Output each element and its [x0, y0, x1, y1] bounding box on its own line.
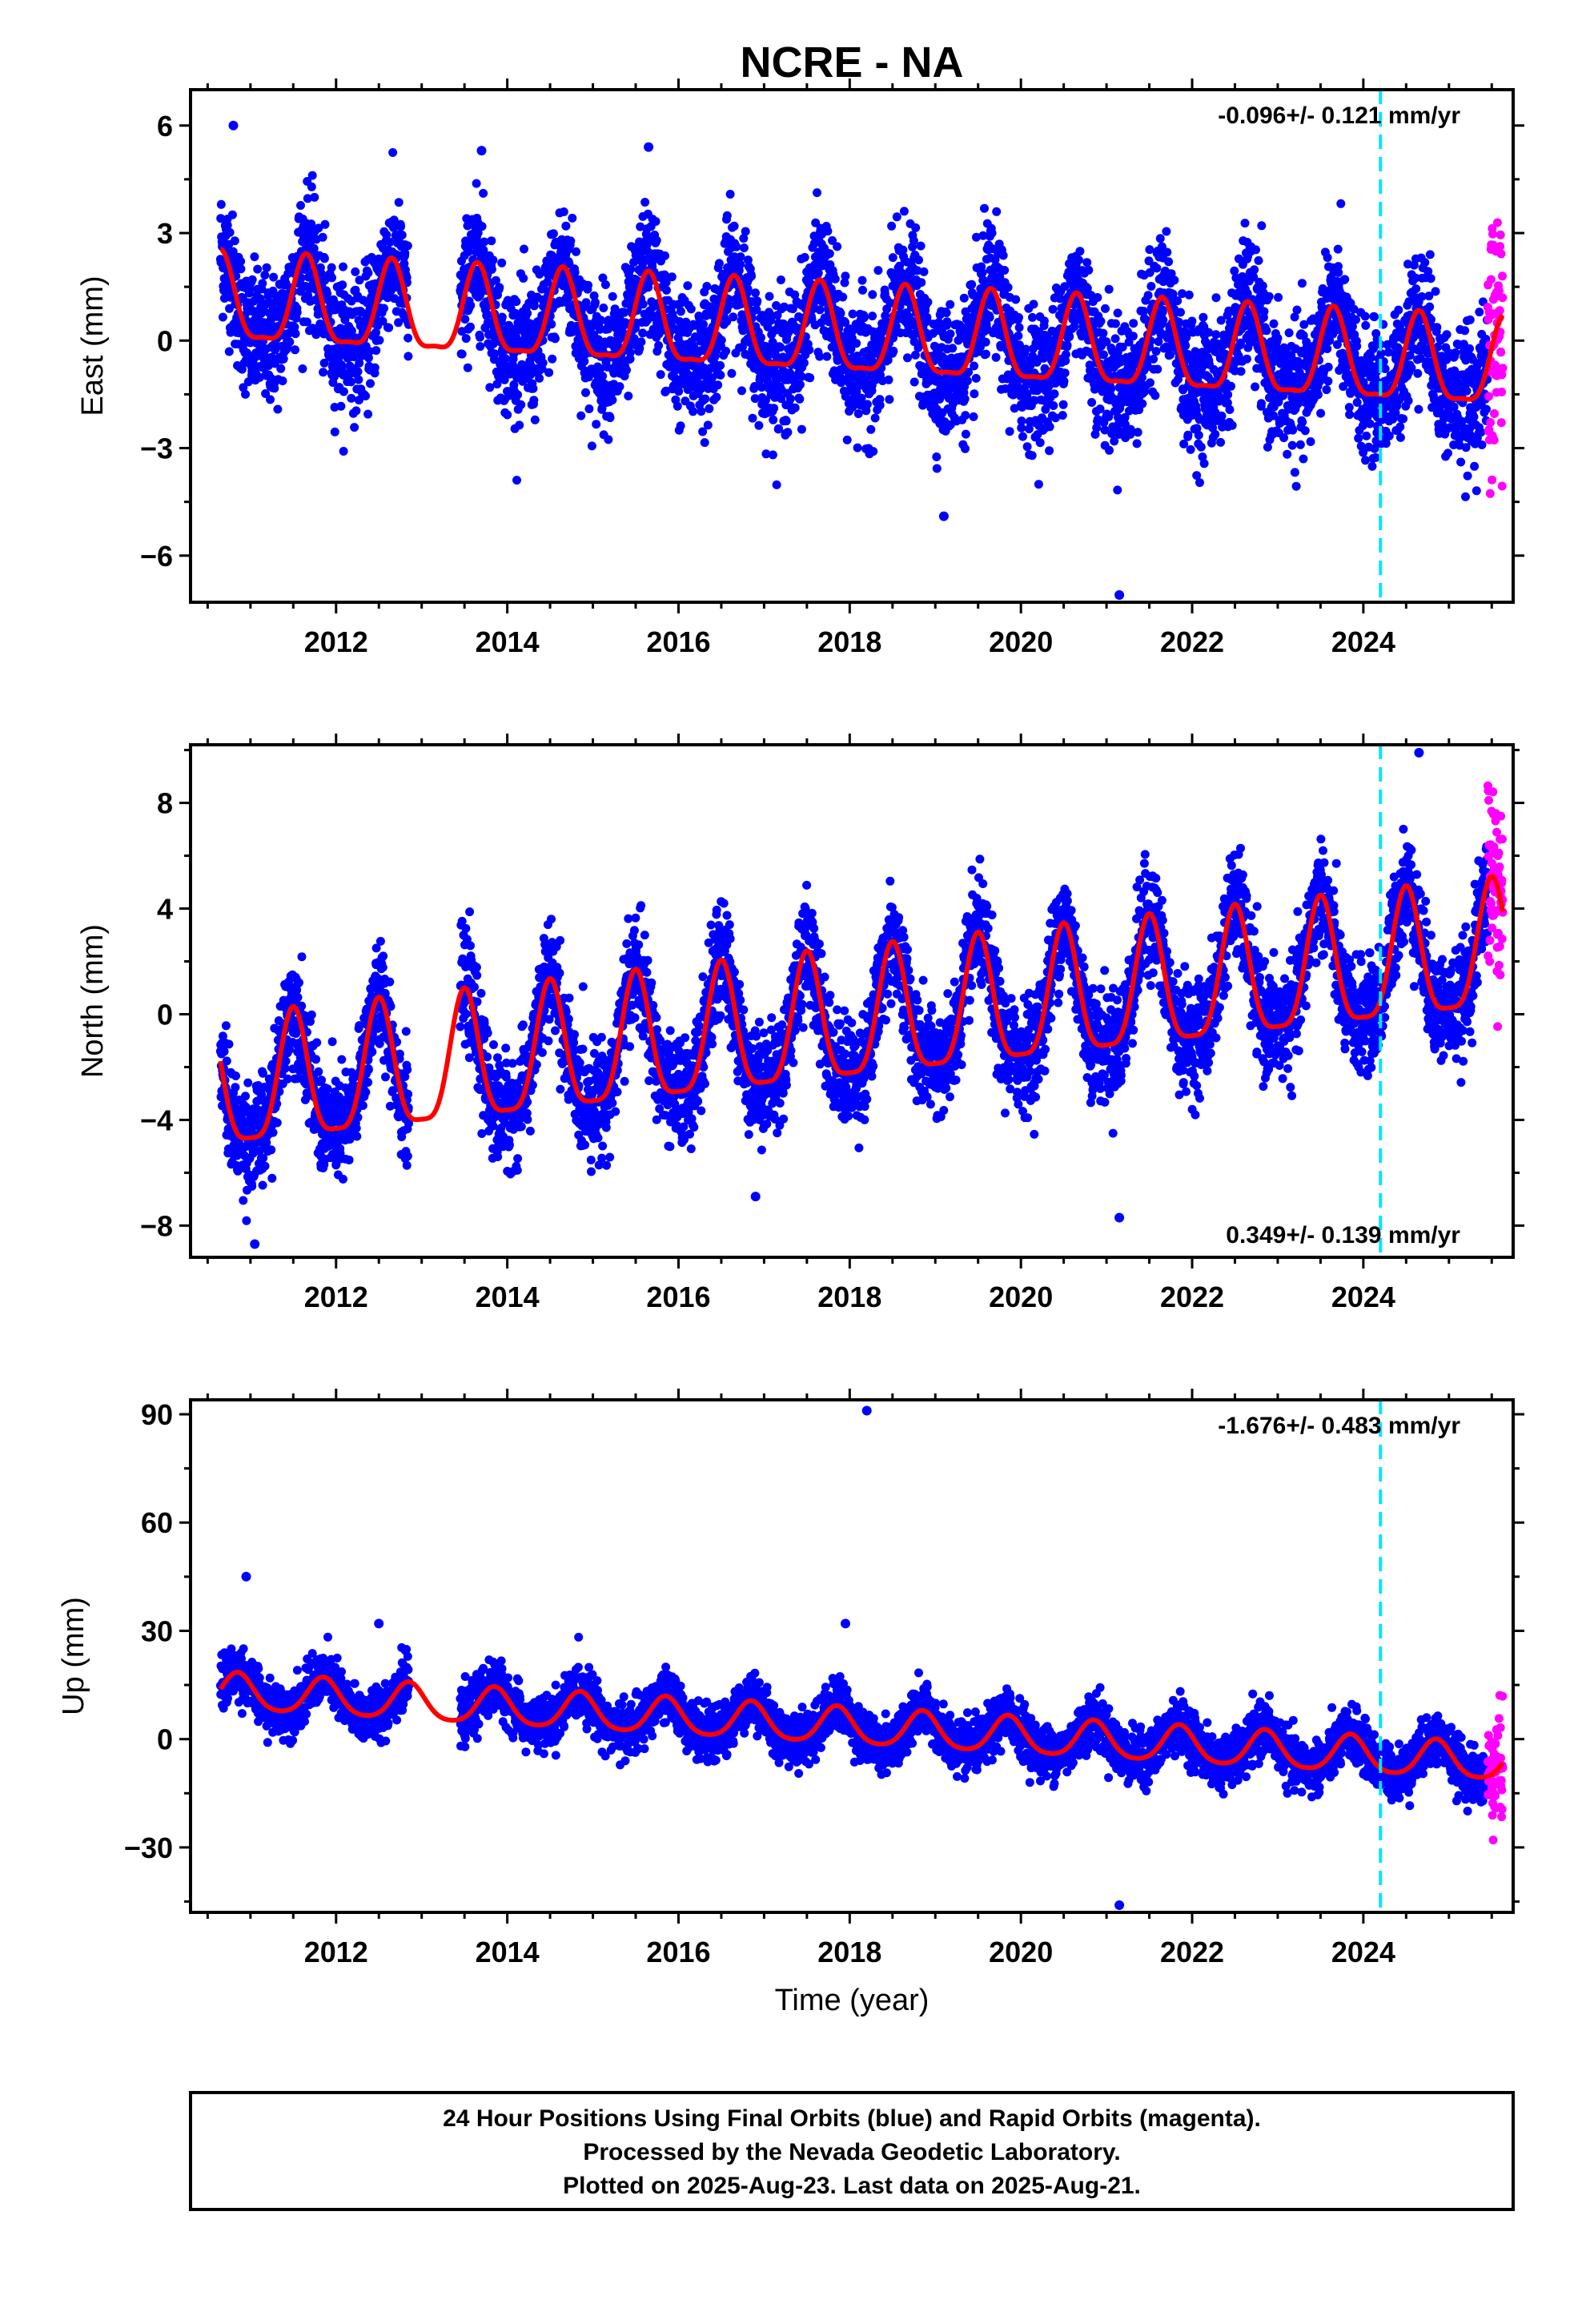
up-y-tick-label: −30	[124, 1831, 173, 1864]
up-panel: 2012 2014 2016 2018 2020 2022 2024 90 60 30 0 −30 Up…	[57, 1389, 1524, 1968]
up-model-fit-line	[218, 1670, 1505, 1780]
x-axis-label: Time (year)	[775, 1984, 930, 2017]
footnote-frame	[189, 2091, 1515, 2211]
up-y-tick-label: 0	[157, 1723, 173, 1756]
north-x-tick-label: 2014	[476, 1281, 540, 1313]
north-y-tick-label: −4	[140, 1104, 173, 1136]
up-rate-label: -1.676+/- 0.483 mm/yr	[1218, 1413, 1460, 1439]
east-y-tick-label: −3	[140, 432, 173, 465]
north-y-axis: 8 4 0 −4 −8	[140, 749, 1524, 1242]
up-x-tick-label: 2014	[476, 1936, 540, 1968]
east-outlier-point	[938, 511, 949, 521]
north-outlier-point	[750, 1192, 761, 1202]
east-y-tick-label: 3	[157, 217, 173, 250]
east-y-axis-label: East (mm)	[76, 275, 110, 416]
east-plot-area	[215, 90, 1508, 602]
up-x-tick-label: 2018	[817, 1936, 881, 1968]
north-outlier-point	[250, 1239, 260, 1249]
east-x-tick-label: 2014	[476, 625, 540, 658]
chart-title: NCRE - NA	[741, 38, 964, 86]
north-x-tick-label: 2018	[817, 1281, 881, 1313]
up-x-tick-label: 2022	[1160, 1936, 1224, 1968]
up-y-axis: 90 60 30 0 −30	[124, 1398, 1524, 1903]
east-x-tick-label: 2018	[817, 625, 881, 658]
footnote-line-3: Plotted on 2025-Aug-23. Last data on 202…	[563, 2173, 1141, 2199]
north-y-tick-label: 8	[157, 787, 173, 820]
east-final-orbit-points	[215, 120, 1492, 600]
east-outlier-point	[1114, 590, 1125, 600]
east-rate-label: -0.096+/- 0.121 mm/yr	[1218, 103, 1460, 129]
north-final-orbit-points	[215, 747, 1492, 1249]
east-y-axis: 6 3 0 −3 −6	[140, 110, 1524, 573]
north-rate-label: 0.349+/- 0.139 mm/yr	[1226, 1222, 1460, 1248]
east-x-tick-label: 2024	[1331, 625, 1395, 658]
north-rapid-orbit-points	[1483, 781, 1508, 1031]
footnote-line-1: 24 Hour Positions Using Final Orbits (bl…	[443, 2105, 1261, 2132]
east-y-tick-label: −6	[140, 540, 173, 573]
east-outlier-point	[644, 142, 654, 152]
north-y-tick-label: −8	[140, 1209, 173, 1242]
north-x-tick-label: 2024	[1331, 1281, 1395, 1313]
east-x-tick-label: 2020	[989, 625, 1053, 658]
up-rapid-orbit-points	[1483, 1691, 1508, 1845]
east-model-fit-line	[219, 247, 1505, 402]
up-outlier-point	[841, 1618, 850, 1629]
up-frame	[189, 1398, 1515, 1914]
up-y-axis-label: Up (mm)	[57, 1597, 90, 1715]
footnote-line-2: Processed by the Nevada Geodetic Laborat…	[583, 2139, 1120, 2165]
up-x-tick-label: 2024	[1331, 1936, 1395, 1968]
north-x-tick-label: 2022	[1160, 1281, 1224, 1313]
north-y-tick-label: 0	[157, 998, 173, 1031]
north-x-axis: 2012 2014 2016 2018 2020 2022 2024	[206, 734, 1493, 1313]
up-y-tick-label: 30	[141, 1614, 173, 1647]
north-y-axis-label: North (mm)	[76, 924, 110, 1078]
east-outlier-point	[228, 120, 239, 131]
up-outlier-point	[1114, 1900, 1125, 1910]
up-outlier-point	[374, 1618, 384, 1629]
east-y-tick-label: 6	[157, 110, 173, 143]
up-plot-area	[215, 1400, 1508, 1912]
up-y-tick-label: 90	[141, 1398, 173, 1431]
east-y-tick-label: 0	[157, 324, 173, 357]
north-model-fit-line	[218, 874, 1506, 1141]
north-plot-area	[215, 745, 1508, 1257]
north-y-tick-label: 4	[157, 893, 173, 926]
north-outlier-point	[1114, 1212, 1125, 1223]
up-outlier-point	[241, 1571, 251, 1582]
north-x-tick-label: 2016	[646, 1281, 710, 1313]
east-outlier-point	[476, 146, 487, 156]
up-y-tick-label: 60	[141, 1506, 173, 1539]
north-x-tick-label: 2020	[989, 1281, 1053, 1313]
up-x-tick-label: 2016	[646, 1936, 710, 1968]
up-x-axis: 2012 2014 2016 2018 2020 2022 2024	[206, 1389, 1493, 1968]
east-x-axis: 2012 2014 2016 2018 2020 2022 2024	[206, 78, 1493, 658]
east-x-tick-label: 2016	[646, 625, 710, 658]
east-panel: 2012 2014 2016 2018 2020 2022 2024 6 3 0 −3 −6 East …	[76, 78, 1524, 658]
north-panel: 2012 2014 2016 2018 2020 2022 2024 8 4 0 −4 −8 North…	[76, 734, 1524, 1313]
north-frame	[189, 743, 1515, 1259]
up-x-tick-label: 2020	[989, 1936, 1053, 1968]
up-final-orbit-points	[215, 1405, 1492, 1910]
east-x-tick-label: 2022	[1160, 625, 1224, 658]
footnote-box: 24 Hour Positions Using Final Orbits (bl…	[189, 2091, 1515, 2211]
north-x-tick-label: 2012	[304, 1281, 368, 1313]
east-x-tick-label: 2012	[304, 625, 368, 658]
north-outlier-point	[1414, 747, 1424, 758]
east-frame	[189, 88, 1515, 604]
up-x-tick-label: 2012	[304, 1936, 368, 1968]
up-outlier-point	[861, 1405, 872, 1416]
